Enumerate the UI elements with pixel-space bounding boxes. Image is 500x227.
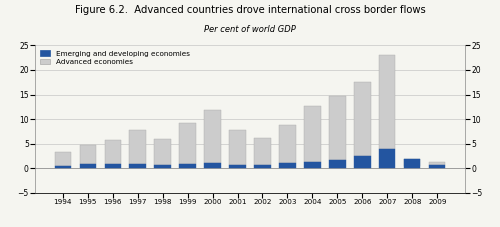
Bar <box>280 163 295 168</box>
Bar <box>130 130 146 164</box>
Bar <box>104 140 120 164</box>
Bar <box>54 152 71 166</box>
Bar <box>80 164 96 168</box>
Bar <box>330 160 345 168</box>
Bar <box>230 129 246 165</box>
Bar <box>54 166 71 168</box>
Bar <box>280 125 295 163</box>
Bar <box>204 110 220 163</box>
Bar <box>304 106 320 163</box>
Bar <box>429 165 446 168</box>
Bar <box>154 165 170 168</box>
Bar <box>104 164 120 168</box>
Bar <box>404 158 420 168</box>
Bar <box>180 123 196 164</box>
Bar <box>254 138 270 165</box>
Bar <box>304 163 320 168</box>
Bar <box>230 165 246 168</box>
Bar <box>354 156 370 168</box>
Bar <box>380 55 396 149</box>
Bar <box>429 163 446 165</box>
Bar <box>254 165 270 168</box>
Bar <box>404 158 420 166</box>
Text: Figure 6.2.  Advanced countries drove international cross border flows: Figure 6.2. Advanced countries drove int… <box>74 5 426 15</box>
Bar <box>154 139 170 165</box>
Legend: Emerging and developing economies, Advanced economies: Emerging and developing economies, Advan… <box>38 49 192 67</box>
Bar <box>330 96 345 160</box>
Bar <box>380 149 396 168</box>
Text: Per cent of world GDP: Per cent of world GDP <box>204 25 296 34</box>
Bar <box>130 164 146 168</box>
Bar <box>354 82 370 156</box>
Bar <box>80 145 96 164</box>
Bar <box>180 164 196 168</box>
Bar <box>204 163 220 168</box>
